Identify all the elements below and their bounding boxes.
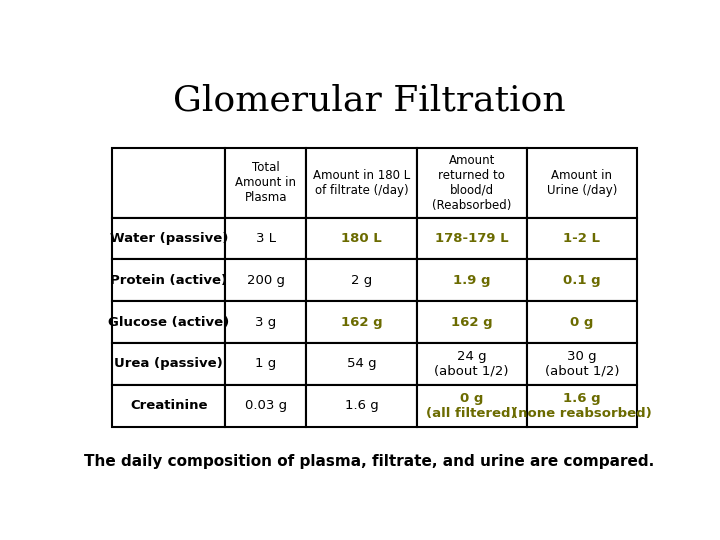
- Text: 1.6 g: 1.6 g: [345, 399, 378, 412]
- Text: 180 L: 180 L: [341, 232, 382, 245]
- Bar: [417, 148, 527, 218]
- Text: 0 g
(all filtered): 0 g (all filtered): [426, 392, 517, 420]
- Bar: [112, 301, 225, 343]
- Text: 1-2 L: 1-2 L: [563, 232, 600, 245]
- Bar: [225, 218, 307, 259]
- Text: 178-179 L: 178-179 L: [435, 232, 508, 245]
- Text: 54 g: 54 g: [346, 357, 377, 370]
- Bar: [527, 218, 636, 259]
- Bar: [307, 385, 417, 427]
- Bar: [112, 385, 225, 427]
- Text: 3 L: 3 L: [256, 232, 276, 245]
- Bar: [112, 259, 225, 301]
- Bar: [417, 385, 527, 427]
- Text: Total
Amount in
Plasma: Total Amount in Plasma: [235, 161, 296, 204]
- Text: Amount in 180 L
of filtrate (/day): Amount in 180 L of filtrate (/day): [313, 169, 410, 197]
- Text: 24 g
(about 1/2): 24 g (about 1/2): [434, 350, 509, 378]
- Bar: [225, 301, 307, 343]
- Text: 2 g: 2 g: [351, 274, 372, 287]
- Text: 1.9 g: 1.9 g: [453, 274, 490, 287]
- Text: 0 g: 0 g: [570, 315, 593, 328]
- Text: 200 g: 200 g: [247, 274, 284, 287]
- Text: Glucose (active): Glucose (active): [108, 315, 230, 328]
- Bar: [417, 343, 527, 385]
- Bar: [307, 343, 417, 385]
- Text: 1 g: 1 g: [255, 357, 276, 370]
- Bar: [307, 259, 417, 301]
- Text: Water (passive): Water (passive): [109, 232, 228, 245]
- Bar: [112, 343, 225, 385]
- Text: Urea (passive): Urea (passive): [114, 357, 223, 370]
- Bar: [527, 385, 636, 427]
- Bar: [527, 343, 636, 385]
- Bar: [112, 218, 225, 259]
- Text: 1.6 g
(none reabsorbed): 1.6 g (none reabsorbed): [512, 392, 652, 420]
- Bar: [527, 259, 636, 301]
- Bar: [417, 218, 527, 259]
- Text: Protein (active): Protein (active): [110, 274, 228, 287]
- Text: 3 g: 3 g: [255, 315, 276, 328]
- Bar: [225, 343, 307, 385]
- Text: 30 g
(about 1/2): 30 g (about 1/2): [544, 350, 619, 378]
- Text: Amount in
Urine (/day): Amount in Urine (/day): [546, 169, 617, 197]
- Bar: [225, 148, 307, 218]
- Text: 162 g: 162 g: [341, 315, 382, 328]
- Text: Creatinine: Creatinine: [130, 399, 207, 412]
- Text: 0.03 g: 0.03 g: [245, 399, 287, 412]
- Bar: [307, 148, 417, 218]
- Bar: [527, 301, 636, 343]
- Bar: [225, 259, 307, 301]
- Text: 0.1 g: 0.1 g: [563, 274, 600, 287]
- Bar: [307, 301, 417, 343]
- Text: The daily composition of plasma, filtrate, and urine are compared.: The daily composition of plasma, filtrat…: [84, 454, 654, 469]
- Bar: [112, 148, 225, 218]
- Bar: [527, 148, 636, 218]
- Text: 162 g: 162 g: [451, 315, 492, 328]
- Text: Glomerular Filtration: Glomerular Filtration: [173, 83, 565, 117]
- Bar: [417, 259, 527, 301]
- Text: Amount
returned to
blood/d
(Reabsorbed): Amount returned to blood/d (Reabsorbed): [432, 154, 511, 212]
- Bar: [225, 385, 307, 427]
- Bar: [307, 218, 417, 259]
- Bar: [417, 301, 527, 343]
